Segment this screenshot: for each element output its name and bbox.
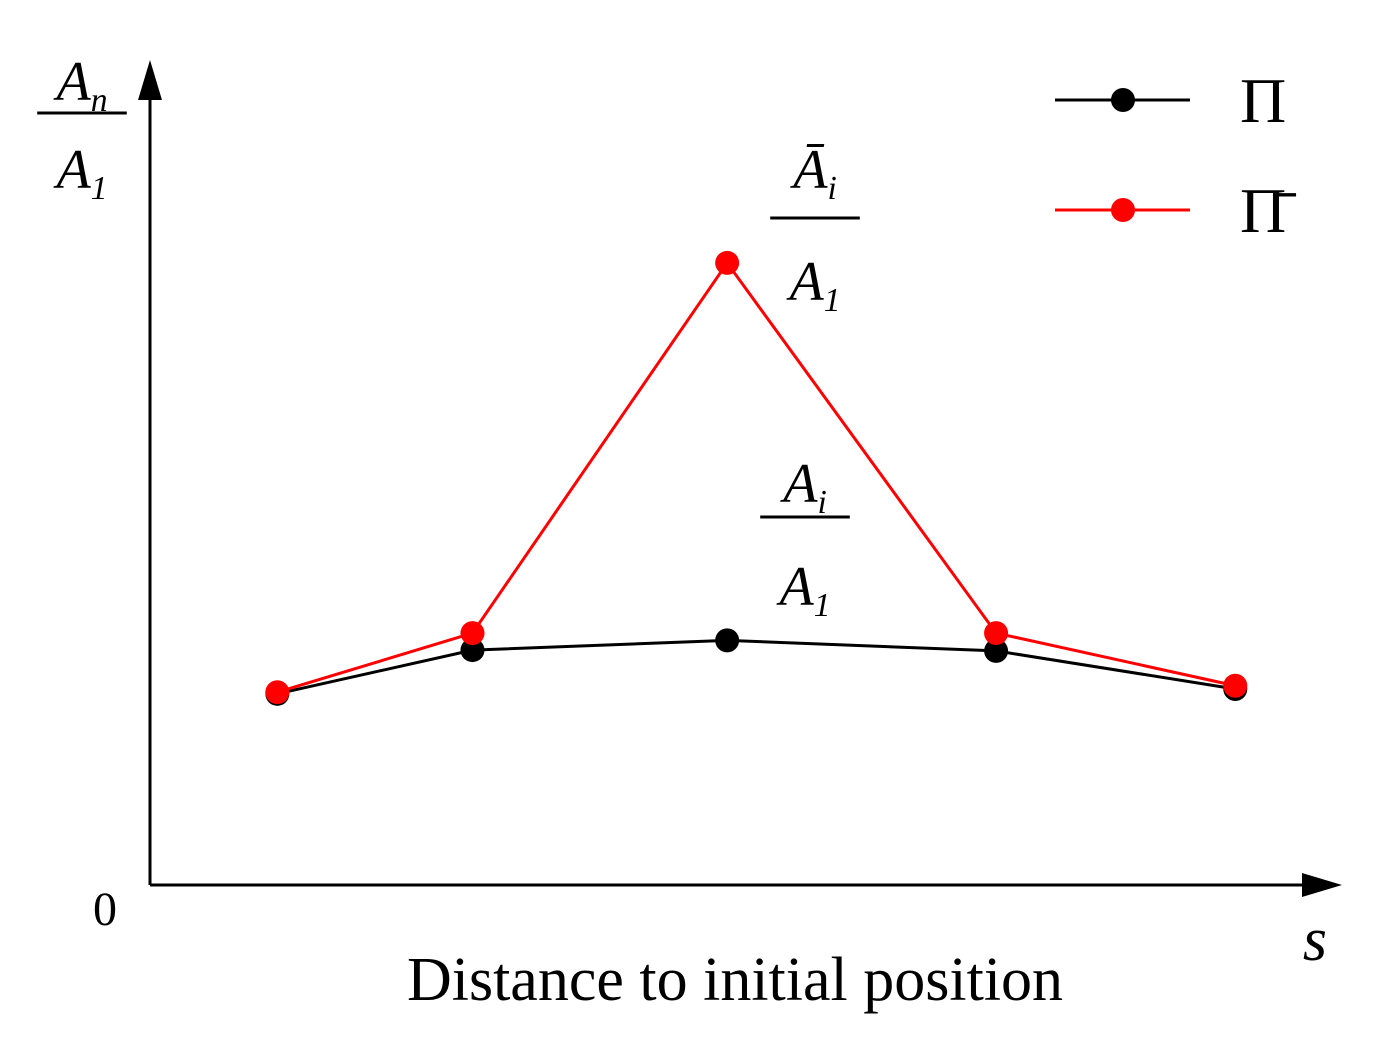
- y-axis-label-part: A1: [52, 139, 107, 207]
- legend-label: Π̄: [1240, 175, 1296, 246]
- series-line: [276, 260, 1236, 694]
- annotation-part: Āi: [789, 139, 837, 207]
- data-point: [460, 638, 485, 663]
- data-point: [984, 621, 1009, 646]
- y-axis-arrow: [138, 60, 162, 100]
- x-axis-arrow: [1302, 873, 1342, 897]
- legend-marker: [1111, 88, 1135, 112]
- annotation-letter: A: [779, 453, 818, 515]
- annotation-subscript: i: [817, 484, 826, 521]
- annotation-subscript: i: [827, 170, 836, 207]
- data-point: [460, 621, 485, 646]
- y-axis-label-part: An: [52, 51, 107, 119]
- annotation-subscript: 1: [814, 587, 831, 624]
- annotation-letter: A: [785, 251, 824, 313]
- legend-label: Π: [1240, 65, 1286, 136]
- y-axis-label-letter: A: [52, 139, 91, 201]
- annotation-letter: A: [775, 556, 814, 618]
- annotation-part: Ai: [779, 453, 827, 521]
- data-point: [984, 638, 1009, 663]
- y-axis-label-subscript: 1: [91, 170, 108, 207]
- annotation-part: A1: [785, 251, 840, 319]
- data-point: [1223, 673, 1248, 698]
- data-point: [715, 628, 740, 653]
- annotation-part: A1: [775, 556, 830, 624]
- x-axis-label: Distance to initial position: [407, 946, 1063, 1014]
- annotation-letter: Ā: [789, 139, 828, 201]
- y-axis-label-subscript: n: [91, 82, 108, 119]
- y-tick-label: 0: [93, 883, 117, 936]
- data-point: [265, 680, 290, 705]
- annotation-subscript: 1: [824, 282, 841, 319]
- legend-marker: [1111, 198, 1135, 222]
- x-axis-symbol: s: [1303, 906, 1327, 974]
- y-axis-label-letter: A: [52, 51, 91, 113]
- data-point: [715, 250, 740, 275]
